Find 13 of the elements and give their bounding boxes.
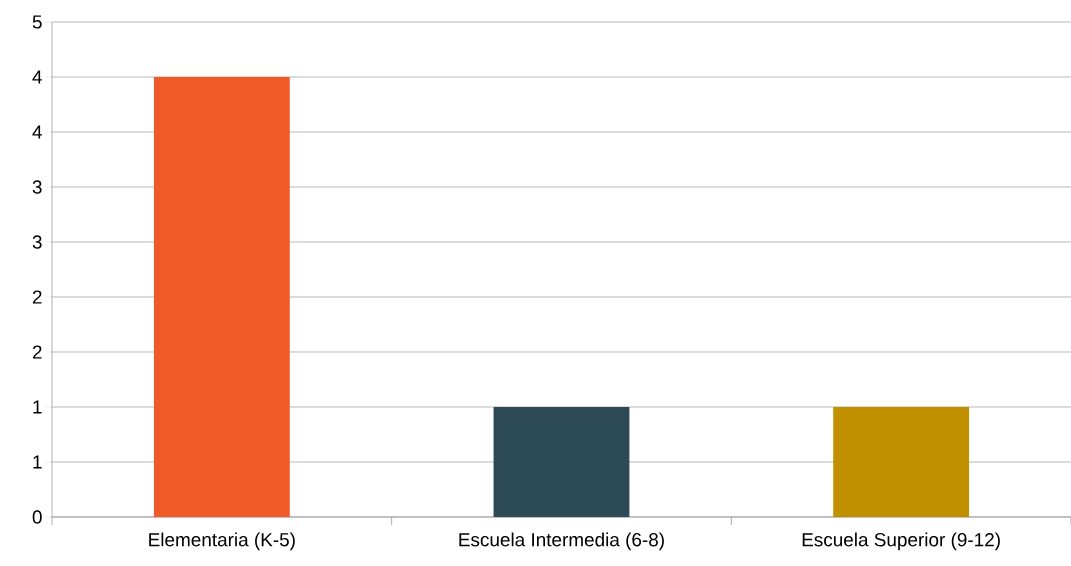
x-tick-label: Elementaria (K-5) <box>149 532 295 551</box>
y-tick-label: 5 <box>32 15 42 29</box>
y-tick-label: 1 <box>33 455 42 469</box>
y-tick-label: 0 <box>32 510 42 524</box>
y-tick-label: 2 <box>32 345 42 359</box>
x-tick-label: Escuela Superior (9-12) <box>802 532 1000 551</box>
y-tick-label: 1 <box>33 400 42 414</box>
y-tick-label: 3 <box>32 180 42 194</box>
y-tick-label: 4 <box>32 125 42 139</box>
y-tick-label: 3 <box>32 235 42 249</box>
x-tick-label: Escuela Intermedia (6-8) <box>459 532 664 551</box>
y-tick-label: 2 <box>32 290 42 304</box>
y-tick-label: 4 <box>32 70 42 84</box>
